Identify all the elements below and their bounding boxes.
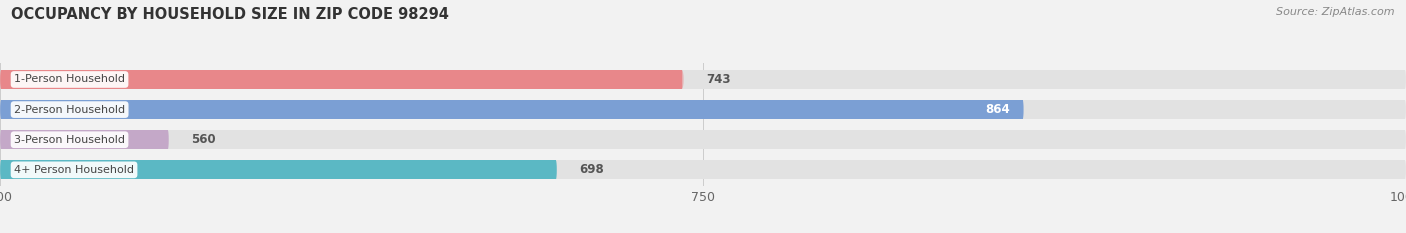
Text: 743: 743 <box>706 73 730 86</box>
Text: OCCUPANCY BY HOUSEHOLD SIZE IN ZIP CODE 98294: OCCUPANCY BY HOUSEHOLD SIZE IN ZIP CODE … <box>11 7 449 22</box>
Text: 4+ Person Household: 4+ Person Household <box>14 165 134 175</box>
Text: 864: 864 <box>984 103 1010 116</box>
Text: 1-Person Household: 1-Person Household <box>14 75 125 85</box>
Bar <box>1 70 1405 89</box>
Text: Source: ZipAtlas.com: Source: ZipAtlas.com <box>1277 7 1395 17</box>
Bar <box>1 70 1405 89</box>
Bar <box>1 100 1022 119</box>
Bar <box>1 161 555 179</box>
Bar <box>1 130 1405 149</box>
Bar <box>1 70 682 89</box>
Bar <box>1 100 1405 119</box>
Bar <box>1 161 555 179</box>
Bar <box>1 161 1405 179</box>
Text: 2-Person Household: 2-Person Household <box>14 105 125 115</box>
Bar <box>1 70 682 89</box>
Text: 698: 698 <box>579 163 605 176</box>
Bar <box>1 161 1405 179</box>
Bar <box>1 130 1405 149</box>
Text: 560: 560 <box>191 133 217 146</box>
Bar <box>1 130 167 149</box>
Text: 3-Person Household: 3-Person Household <box>14 135 125 145</box>
Bar <box>1 100 1405 119</box>
Bar <box>1 130 167 149</box>
Bar <box>1 100 1022 119</box>
